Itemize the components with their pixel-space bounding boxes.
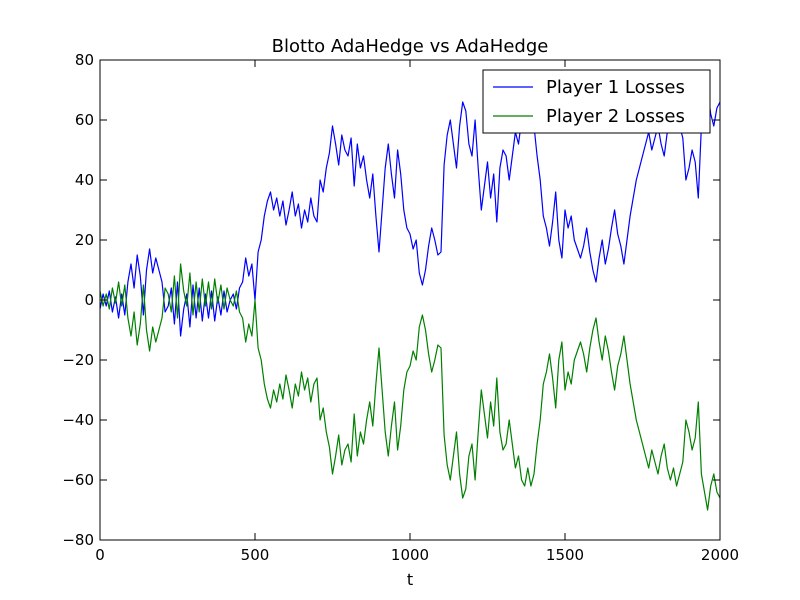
y-tick-label: 60 <box>75 111 94 129</box>
plot-area <box>100 60 720 540</box>
chart-title: Blotto AdaHedge vs AdaHedge <box>272 36 549 57</box>
legend-label-player-1: Player 1 Losses <box>546 77 685 98</box>
x-tick-label: 0 <box>95 546 105 564</box>
legend-label-player-2: Player 2 Losses <box>546 106 685 127</box>
series-layer <box>99 89 721 511</box>
plot-frame <box>99 59 721 541</box>
y-tick-label: −20 <box>62 351 94 369</box>
x-tick-label: 1500 <box>546 546 584 564</box>
series-line-1 <box>99 89 721 337</box>
y-tick-label: −80 <box>62 531 94 549</box>
x-tick-label: 500 <box>241 546 270 564</box>
y-tick-label: −40 <box>62 411 94 429</box>
x-tick-label: 1000 <box>391 546 429 564</box>
x-axis-label: t <box>407 570 413 589</box>
x-tick-label: 2000 <box>701 546 739 564</box>
legend: Player 1 Losses Player 2 Losses <box>482 69 711 134</box>
series-line-2 <box>99 263 721 511</box>
legend-box <box>482 69 711 134</box>
y-tick-label: 80 <box>75 51 94 69</box>
y-tick-label: −60 <box>62 471 94 489</box>
y-tick-label: 20 <box>75 231 94 249</box>
y-tick-label: 0 <box>84 291 94 309</box>
y-tick-label: 40 <box>75 171 94 189</box>
